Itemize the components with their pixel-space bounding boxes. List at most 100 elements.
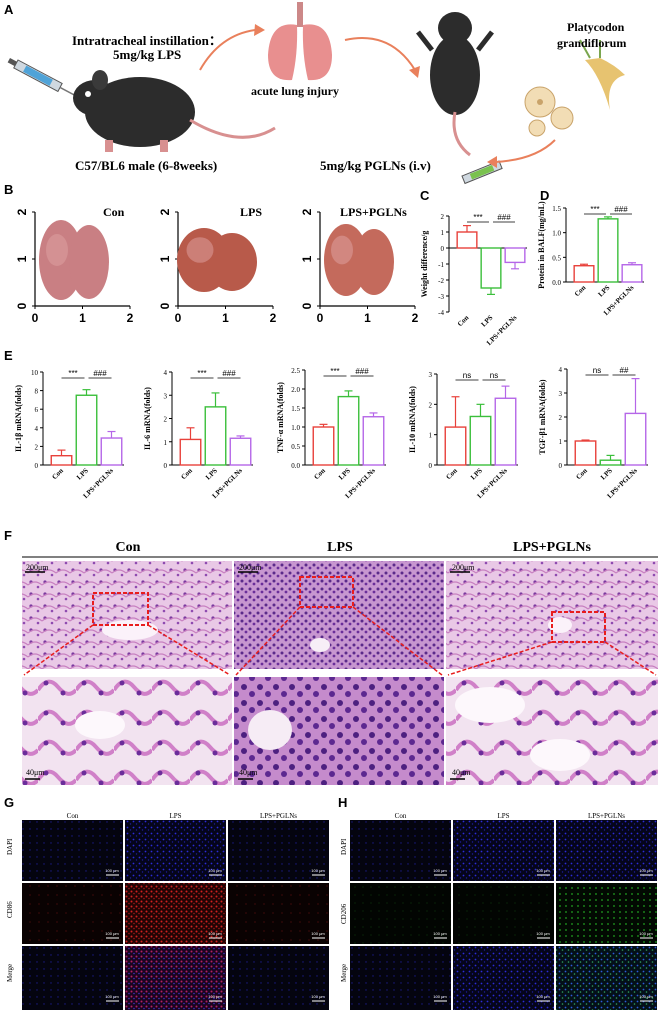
y-tick-label: -4 [438, 309, 444, 317]
bar [469, 415, 492, 466]
y-axis-label: IL-6 mRNA(folds) [143, 387, 152, 450]
scale-bar-label: 100 μm [536, 994, 550, 999]
syringe-icon [461, 160, 503, 185]
category-label: LPS [469, 467, 484, 482]
lung-highlight [46, 234, 68, 266]
fluorescence-header: LPS+PGLNs [587, 812, 625, 820]
tick-label: 2 [300, 208, 314, 215]
significance-label: ### [222, 369, 236, 378]
histology-header: LPS [327, 540, 353, 555]
tick-label: 0 [15, 302, 29, 309]
fluorescence-images: 100 μm 100 μm 100 μm 100 μm 100 μm 100 μm 100 … [22, 820, 657, 1010]
panel-label-b: B [4, 182, 14, 197]
significance-label: *** [68, 369, 77, 378]
y-tick-label: 0.0 [291, 462, 300, 470]
histology-header: LPS+PGLNs [513, 540, 591, 555]
category-label: Con [444, 467, 459, 482]
tick-label: 0 [32, 311, 39, 325]
bar [50, 455, 73, 466]
scale-bar-label: 100 μm [311, 994, 325, 999]
significance-label: *** [330, 367, 339, 376]
y-tick-label: 0.5 [291, 443, 300, 451]
lung-lobe [354, 229, 394, 295]
y-tick-label: 3 [429, 371, 433, 379]
y-tick-label: 2 [441, 213, 445, 221]
scale-bar-label: 100 μm [208, 868, 222, 873]
category-label: LPS [480, 314, 495, 329]
treatment-label: 5mg/kg PGLNs (i.v) [320, 158, 431, 173]
y-tick-label: 3 [559, 390, 563, 398]
scale-bar-label: 100 μm [639, 868, 653, 873]
y-axis-label: Weight difference/g [420, 231, 429, 298]
significance-label: ### [93, 369, 107, 378]
scale-bar-label: 100 μm [433, 931, 447, 936]
bar-chart-E3: 0.0 0.5 1.0 1.5 2.0 2.5 TNF-α mRNA(folds) Con LP… [276, 367, 386, 500]
y-tick-label: 3 [164, 392, 168, 400]
standing-mouse-icon [416, 12, 494, 157]
significance-label: ns [593, 366, 601, 375]
tick-label: 2 [127, 311, 134, 325]
scale-bar-label: 100 μm [536, 868, 550, 873]
bar-charts: -4 -3 -2 -1 0 1 2 Weight difference/g Con LPS LPS+… [14, 201, 648, 500]
tick-label: 0 [158, 302, 172, 309]
scale-bar-label: 100 μm [433, 994, 447, 999]
scale-bar-label: 100 μm [311, 931, 325, 936]
y-tick-label: 2 [429, 401, 433, 409]
scale-bar-label: 100 μm [208, 931, 222, 936]
category-label: Con [456, 314, 471, 329]
category-label: Con [179, 467, 194, 482]
y-tick-label: 4 [164, 369, 168, 377]
scale-bar-label: 40μm [239, 768, 258, 777]
scale-bar-label: 100 μm [311, 868, 325, 873]
scale-bar-label: 100 μm [433, 868, 447, 873]
scale-bar-label: 100 μm [639, 931, 653, 936]
bar [480, 247, 502, 289]
tick-label: 1 [158, 255, 172, 262]
y-tick-label: 0 [441, 245, 445, 253]
significance-label: ### [355, 367, 369, 376]
panel-label-e: E [4, 348, 13, 363]
significance-label: ## [620, 366, 629, 375]
y-axis-label: TNF-α mRNA(folds) [276, 382, 285, 453]
y-tick-label: 2 [559, 414, 563, 422]
bar [504, 247, 526, 264]
panel-label-g: G [4, 795, 15, 810]
scale-bar-label: 200μm [452, 563, 475, 572]
y-tick-label: 1 [429, 432, 433, 440]
bar [444, 426, 467, 466]
y-tick-label: 0 [429, 462, 433, 470]
fluorescence-header: Con [394, 812, 407, 820]
y-tick-label: 0 [35, 462, 39, 470]
tick-label: 1 [79, 311, 86, 325]
y-tick-label: 1 [559, 438, 563, 446]
bar-chart-D: 0.0 0.5 1.0 1.5 Protein in BALF(mg/mL) Con LPS… [537, 201, 644, 317]
y-tick-label: 2 [35, 443, 39, 451]
panel-label-d: D [540, 188, 550, 203]
y-tick-label: -1 [438, 261, 444, 269]
significance-label: *** [473, 213, 482, 222]
arrow-icon [199, 29, 256, 71]
significance-label: ns [463, 371, 471, 380]
nanoparticle-icon [524, 86, 574, 137]
y-axis-label: IL-1β mRNA(folds) [14, 385, 23, 452]
tick-label: 2 [270, 311, 277, 325]
y-axis-label: Protein in BALF(mg/mL) [537, 201, 546, 289]
tick-label: 0 [175, 311, 182, 325]
significance-label: ### [497, 213, 511, 222]
y-tick-label: 1.0 [291, 424, 300, 432]
bar [337, 395, 360, 466]
category-label: LPS [337, 467, 352, 482]
herb-label-2: grandiflorum [557, 36, 627, 50]
y-tick-label: 1.0 [552, 230, 561, 238]
y-tick-label: -2 [438, 277, 444, 285]
lungs-icon [268, 2, 332, 81]
y-axis-label: TGF-β1 mRNA(folds) [538, 379, 547, 454]
histology-header: Con [115, 540, 141, 555]
fluorescence-header: Con [66, 812, 79, 820]
bar [312, 426, 335, 466]
bar [362, 416, 385, 466]
significance-label: ns [490, 371, 498, 380]
